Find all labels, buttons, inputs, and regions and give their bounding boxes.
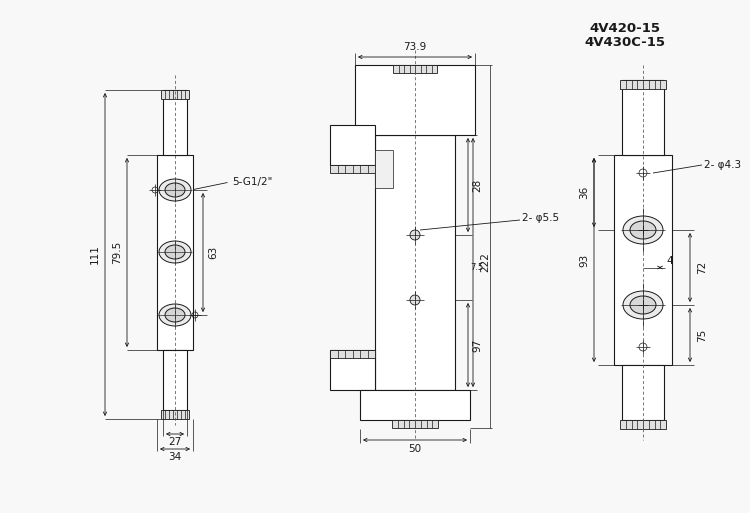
Text: 36: 36 (579, 186, 589, 199)
Text: 2- φ4.3: 2- φ4.3 (704, 160, 741, 170)
Ellipse shape (165, 245, 185, 259)
Bar (620, 420, 666, 429)
Text: 72: 72 (697, 261, 707, 274)
Text: 222: 222 (480, 252, 490, 272)
Ellipse shape (630, 221, 656, 239)
Text: 79.5: 79.5 (112, 241, 122, 264)
Bar (355, 65, 475, 135)
Bar (375, 135, 455, 390)
Bar (360, 390, 470, 420)
Text: 27: 27 (168, 437, 182, 447)
Ellipse shape (165, 308, 185, 322)
Ellipse shape (159, 241, 191, 263)
Ellipse shape (410, 295, 420, 305)
Text: 34: 34 (168, 452, 182, 462)
Bar (330, 125, 375, 165)
Bar (161, 410, 189, 419)
Ellipse shape (165, 183, 185, 197)
Bar (392, 420, 438, 428)
Bar (163, 350, 187, 410)
Ellipse shape (623, 291, 663, 319)
Bar (157, 155, 193, 350)
Bar (161, 90, 189, 99)
Ellipse shape (623, 216, 663, 244)
Bar (330, 350, 375, 390)
Text: 97: 97 (472, 339, 482, 351)
Text: 63: 63 (208, 246, 218, 259)
Bar (330, 165, 375, 173)
Text: 28: 28 (472, 179, 482, 192)
Bar (393, 65, 437, 73)
Text: 75: 75 (697, 328, 707, 342)
Text: 4: 4 (667, 256, 674, 266)
Bar (614, 155, 672, 365)
Text: 4V420-15: 4V420-15 (590, 22, 661, 34)
Bar (622, 365, 664, 420)
Bar (620, 80, 666, 89)
Text: 50: 50 (409, 444, 422, 454)
Text: 2- φ5.5: 2- φ5.5 (522, 213, 559, 223)
Text: 73.9: 73.9 (404, 42, 427, 52)
Ellipse shape (410, 230, 420, 240)
Text: 7.5: 7.5 (470, 263, 484, 272)
Bar (375, 150, 393, 188)
Ellipse shape (159, 304, 191, 326)
Ellipse shape (159, 179, 191, 201)
Bar (163, 90, 187, 155)
Bar (330, 350, 375, 358)
Text: 5-G1/2": 5-G1/2" (232, 177, 272, 187)
Text: 4V430C-15: 4V430C-15 (584, 36, 665, 49)
Text: 93: 93 (579, 253, 589, 267)
Ellipse shape (630, 296, 656, 314)
Text: 111: 111 (90, 245, 100, 264)
Bar (622, 80, 664, 155)
